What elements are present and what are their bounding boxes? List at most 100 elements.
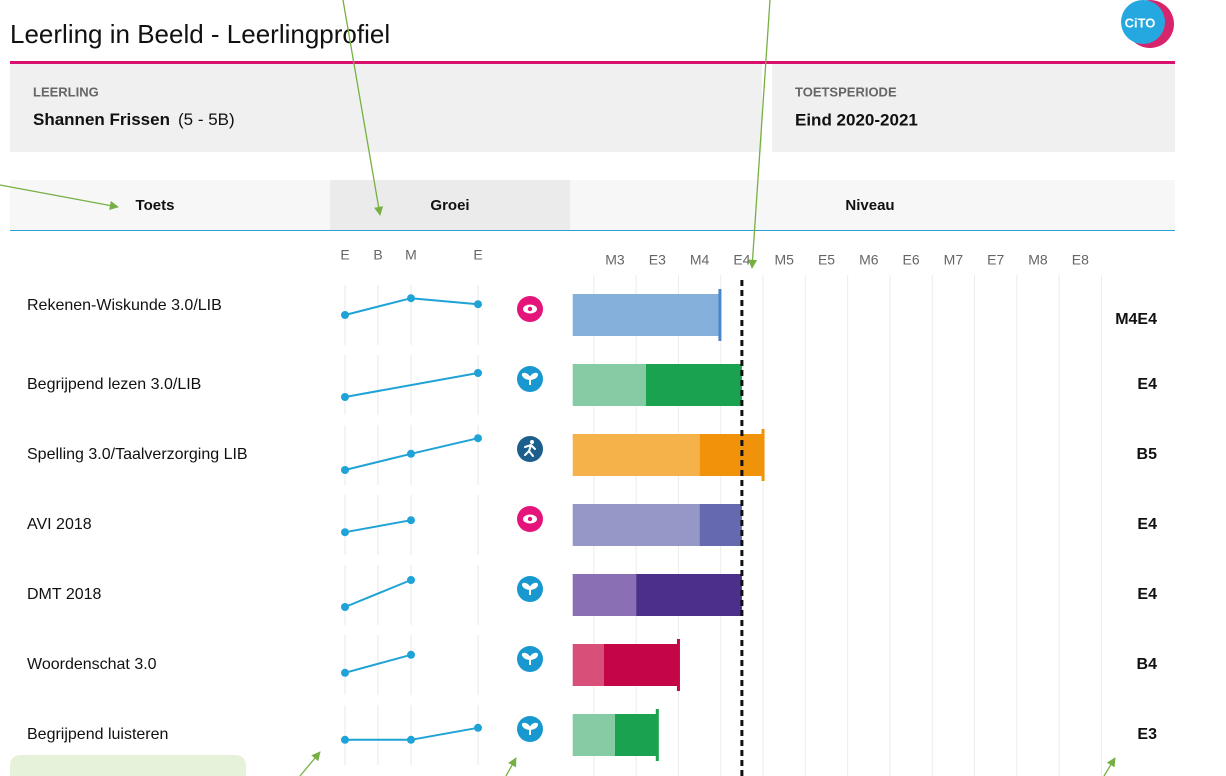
level-label: M8 [1028,252,1048,268]
result: E4 [1137,586,1157,603]
test-name: Begrijpend luisteren [27,726,168,743]
bar-marker [655,709,659,761]
row: Woordenschat 3.0 B4 [27,635,1157,695]
level-label: E6 [903,252,920,268]
bar-marker [761,429,765,481]
growth-point [407,650,415,659]
level-label: E7 [987,252,1004,268]
bar-marker [676,639,680,691]
result: E4 [1137,516,1157,533]
test-name: Rekenen-Wiskunde 3.0/LIB [27,297,222,314]
bar-dark [604,644,679,686]
arrow [505,757,517,776]
row: Begrijpend luisteren E3 [27,705,1157,765]
bar-light [572,574,637,616]
level-label: E5 [818,252,835,268]
growth-point [474,369,482,377]
growth-line [344,372,479,398]
growth-label: M [405,247,417,263]
test-name: DMT 2018 [27,586,102,603]
level-label: M7 [944,252,964,268]
growth-line [344,579,412,608]
student-label: LEERLING [33,84,99,99]
level-label: E8 [1072,252,1089,268]
growth-point [341,466,349,474]
logo: CiTO [1125,15,1156,30]
bar-light [572,294,720,336]
student: Shannen Frissen (5 - 5B) [33,110,235,129]
result: B4 [1137,656,1158,673]
student-panel [10,64,762,152]
growth-point [341,311,349,319]
test-name: Spelling 3.0/Taalverzorging LIB [27,446,248,463]
bar-light [572,434,700,476]
growth-point [341,603,349,611]
level-label: E4 [733,252,750,268]
row: Spelling 3.0/Taalverzorging LIB B5 [27,425,1157,485]
row: DMT 2018 E4 [27,565,1157,625]
arrow [748,0,771,269]
annotations [0,0,1116,776]
growth-point [474,723,482,732]
note-box [10,755,246,776]
growth-point [407,449,415,458]
bar-marker [718,289,722,341]
level-label: M4 [690,252,710,268]
level-label: E3 [649,252,666,268]
col-head-bg [330,180,570,230]
arrow [1103,757,1116,776]
result: E4 [1137,376,1157,393]
growth-point [341,735,349,744]
col-head: Niveau [845,197,894,214]
row: Rekenen-Wiskunde 3.0/LIB M4E4 [27,285,1157,345]
icon-sprout [521,722,539,735]
row: AVI 2018 E4 [27,495,1157,555]
bar-dark [615,714,658,756]
period-panel [772,64,1175,152]
bar-light [572,644,605,686]
icon-runner [524,443,536,457]
result: M4E4 [1115,311,1157,328]
growth-point [341,528,349,537]
icon-sprout [521,652,539,665]
title-rule [10,61,1175,64]
bar-dark [636,574,742,616]
bar-dark [645,364,742,406]
test-name: Begrijpend lezen 3.0/LIB [27,376,201,393]
icon-sprout [521,372,539,385]
period: Eind 2020-2021 [795,110,918,129]
level-label: M5 [774,252,794,268]
growth-point [474,434,482,443]
bar-light [572,714,615,756]
growth-point [407,735,415,744]
growth-point [341,393,349,401]
bar-dark [699,434,764,476]
growth-point [407,576,415,584]
arrow [342,0,384,216]
col-head-bg [570,180,1175,230]
icon-head [530,440,534,444]
logo-front [1121,0,1165,44]
level-label: M6 [859,252,879,268]
col-head-bg [10,180,330,230]
icon-pupil [527,306,533,312]
icon-pupil [527,516,533,522]
growth-point [407,516,415,525]
bar-light [572,504,700,546]
test-name: Woordenschat 3.0 [27,656,157,673]
growth-label: B [373,247,382,263]
level-label: M3 [605,252,625,268]
content: M3 E3 M4 E4 M5 E5 M6 E6 M7 E7 M8 E8E B M ERekenen-Wisk… [27,247,1157,776]
growth-point [474,300,482,309]
student-group: (5 - 5B) [178,110,235,129]
result: E3 [1137,726,1157,743]
growth-label: E [340,247,349,263]
col-head: Toets [136,197,175,214]
head-rule [10,230,1175,231]
bar-dark [699,504,742,546]
icon-sprout [521,582,539,595]
arrow [299,751,321,776]
growth-point [341,668,349,677]
row: Begrijpend lezen 3.0/LIB E4 [27,355,1157,415]
